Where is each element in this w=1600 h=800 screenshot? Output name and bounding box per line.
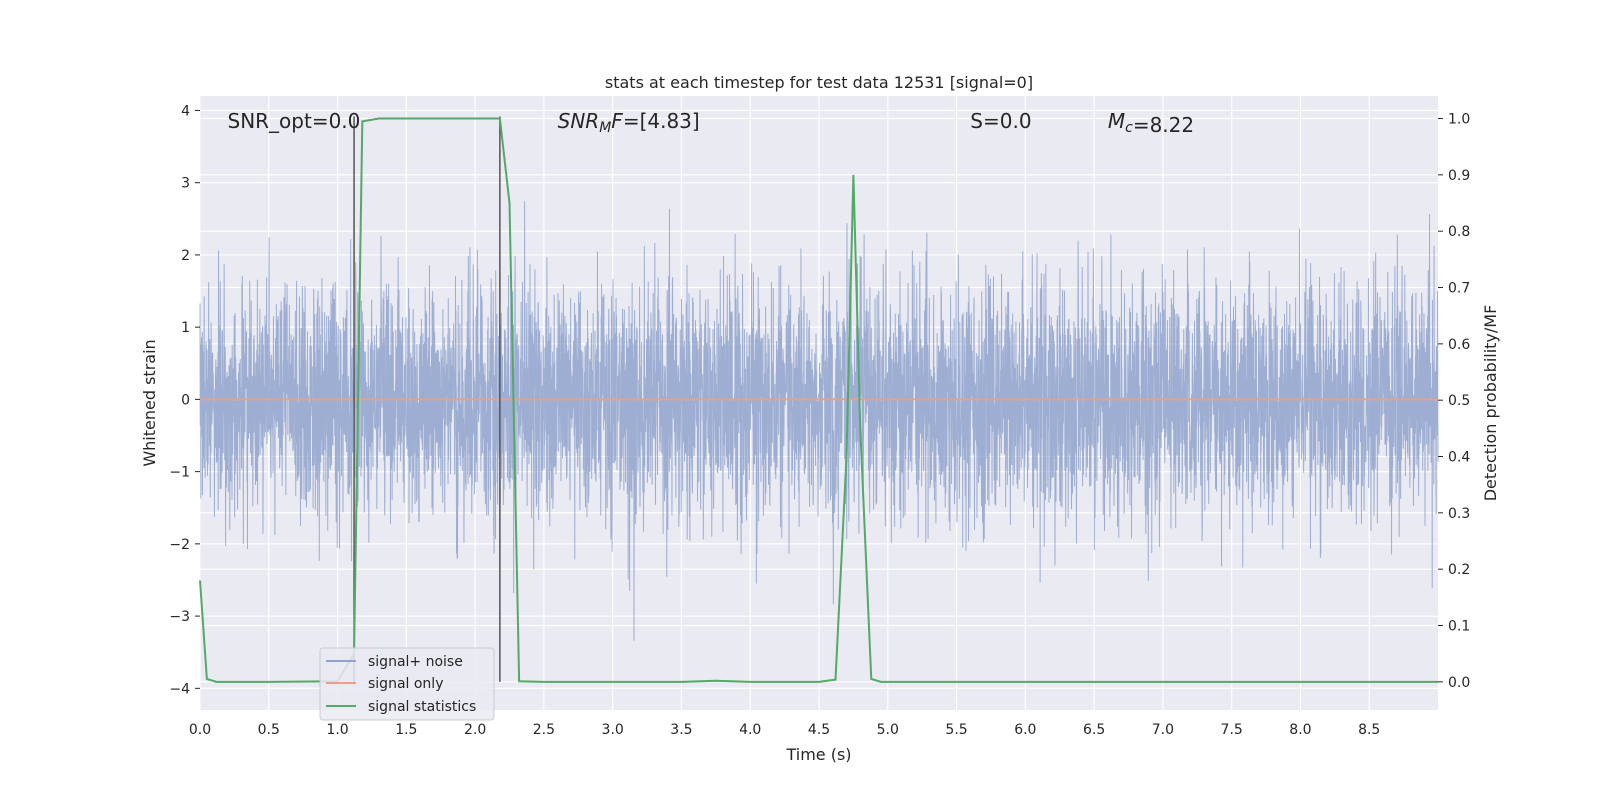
x-tick-label: 7.0: [1152, 722, 1174, 738]
x-tick-label: 3.5: [670, 722, 692, 738]
x-tick-label: 5.5: [945, 722, 967, 738]
y-tick-label-left: 3: [181, 176, 190, 192]
x-tick-label: 3.0: [602, 722, 624, 738]
x-tick-label: 4.5: [808, 722, 830, 738]
y-tick-label-left: −1: [169, 465, 190, 481]
y-tick-label-right: 1.0: [1448, 112, 1470, 128]
y-ticks-left: −4 −3 −2 −1 0 1 2 3 4: [169, 103, 200, 697]
legend: signal+ noise signal only signal statist…: [319, 647, 495, 721]
y-axis-label-right: Detection probability/MF: [1481, 305, 1500, 502]
y-tick-label-left: −4: [169, 681, 190, 697]
x-tick-label: 5.0: [877, 722, 899, 738]
annotation-text: SNRMF=[4.83]: [558, 109, 700, 136]
y-tick-label-right: 0.4: [1448, 450, 1470, 466]
x-tick-label: 1.0: [326, 722, 348, 738]
y-tick-label-left: −3: [169, 609, 190, 625]
y-tick-label-right: 0.5: [1448, 393, 1470, 409]
y-axis-label-left: Whitened strain: [140, 339, 159, 466]
legend-label-noise: signal+ noise: [368, 654, 463, 670]
y-tick-label-right: 0.9: [1448, 168, 1470, 184]
legend-box: [319, 647, 495, 721]
annotation-text: Mc=8.22: [1108, 109, 1194, 137]
x-ticks: 0.0 0.5 1.0 1.5 2.0 2.5 3.0 3.5 4.0 4.5 5.0 5.5 6.0 6…: [189, 722, 1380, 738]
x-tick-label: 1.5: [395, 722, 417, 738]
annotation-text: S=0.0: [970, 109, 1031, 133]
vertical-lines: [353, 116, 501, 682]
y-tick-label-right: 0.8: [1448, 224, 1470, 240]
y-tick-label-right: 0.1: [1448, 619, 1470, 635]
series-line-noise: [199, 201, 1439, 641]
x-tick-label: 8.5: [1358, 722, 1380, 738]
x-tick-label: 7.5: [1221, 722, 1243, 738]
annotations: SNR_opt=0.0 SNRMF=[4.83] S=0.0 Mc=8.22: [228, 109, 1195, 137]
y-tick-label-left: 4: [181, 103, 190, 119]
x-tick-label: 0.0: [189, 722, 211, 738]
y-tick-label-left: 2: [181, 248, 190, 264]
x-axis-label: Time (s): [785, 745, 851, 764]
legend-label-stats: signal statistics: [368, 699, 476, 715]
x-tick-label: 4.0: [739, 722, 761, 738]
y-ticks-right: 0.0 0.1 0.2 0.3 0.4 0.5 0.6 0.7 0.8 0.9 1.0: [1438, 112, 1470, 691]
x-tick-label: 0.5: [258, 722, 280, 738]
y-tick-label-right: 0.7: [1448, 281, 1470, 297]
legend-label-signal: signal only: [368, 676, 443, 692]
y-tick-label-right: 0.2: [1448, 562, 1470, 578]
noise-series: [199, 201, 1439, 641]
chart-title: stats at each timestep for test data 125…: [605, 73, 1033, 92]
x-tick-label: 2.0: [464, 722, 486, 738]
y-tick-label-left: −2: [169, 537, 190, 553]
y-tick-label-right: 0.0: [1448, 675, 1470, 691]
x-tick-label: 6.5: [1083, 722, 1105, 738]
x-tick-label: 6.0: [1014, 722, 1036, 738]
y-tick-label-right: 0.6: [1448, 337, 1470, 353]
y-tick-label-left: 1: [181, 320, 190, 336]
y-tick-label-right: 0.3: [1448, 506, 1470, 522]
x-tick-label: 8.0: [1289, 722, 1311, 738]
y-tick-label-left: 0: [181, 392, 190, 408]
x-tick-label: 2.5: [533, 722, 555, 738]
annotation-text: SNR_opt=0.0: [228, 109, 361, 133]
